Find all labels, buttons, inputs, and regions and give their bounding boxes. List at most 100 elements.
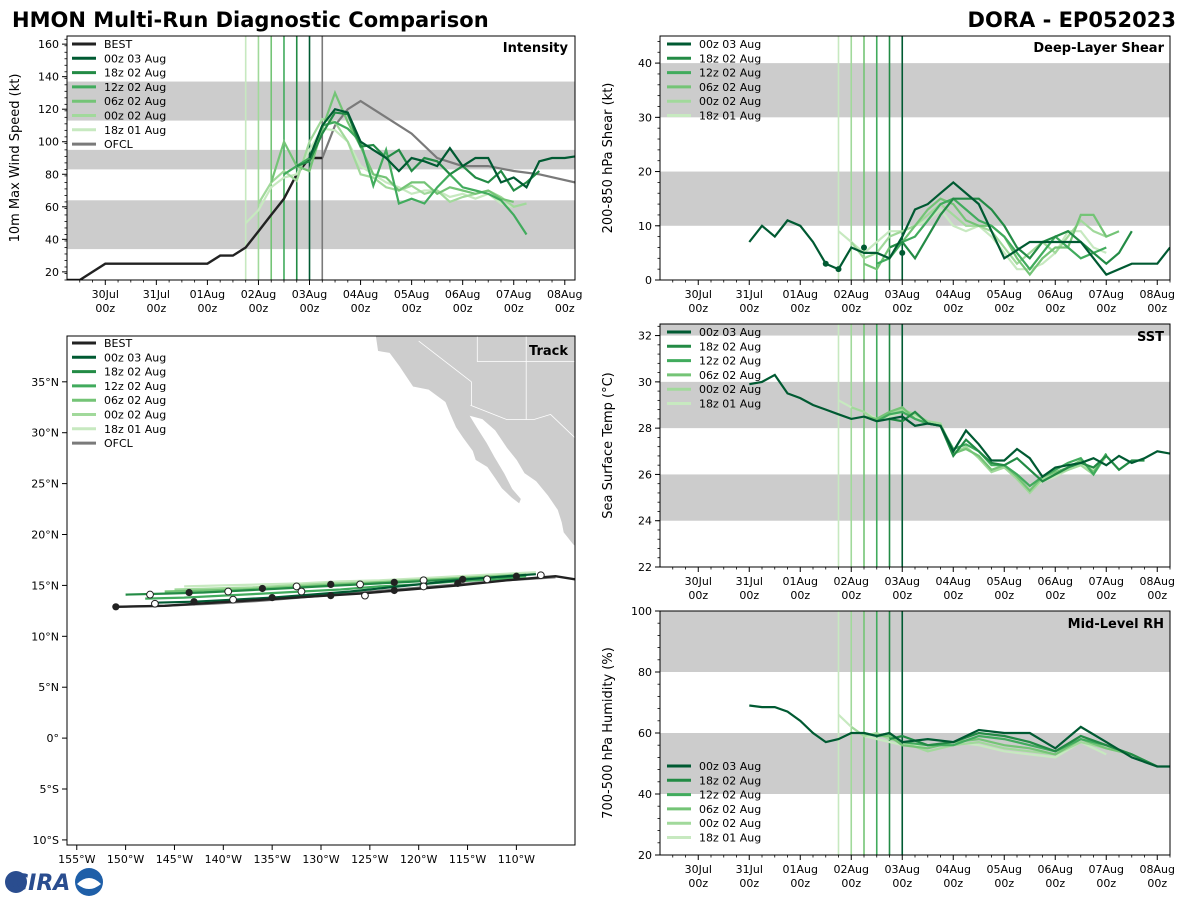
shear-ytick-label: 20: [638, 166, 652, 179]
shear-xtick-hour: 00z: [790, 302, 810, 315]
intensity-xtick-hour: 00z: [146, 302, 166, 315]
rh-xtick-day: 31Jul: [736, 863, 763, 876]
sst-xtick-day: 31Jul: [736, 575, 763, 588]
sst-xtick-day: 02Aug: [834, 575, 869, 588]
sst-xtick-day: 05Aug: [987, 575, 1022, 588]
shear-xtick-day: 30Jul: [685, 288, 712, 301]
intensity-xtick-hour: 00z: [402, 302, 422, 315]
sst-panel-title: SST: [1137, 330, 1164, 345]
track-ytick-label: 25°N: [31, 478, 59, 491]
rh-xtick-hour: 00z: [841, 877, 861, 890]
shear-threshold-band: [660, 171, 1170, 226]
track-panel-title: Track: [529, 344, 568, 359]
sst-xtick-hour: 00z: [1045, 589, 1065, 602]
state-border: [418, 340, 472, 383]
shear-threshold-band: [660, 63, 1170, 118]
shear-xtick-day: 02Aug: [834, 288, 869, 301]
rh-panel: 2040608010030Jul00z31Jul00z01Aug00z02Aug…: [601, 605, 1175, 890]
shear-ytick-label: 10: [638, 220, 652, 233]
sst-xtick-hour: 00z: [841, 589, 861, 602]
track-marker-open: [146, 590, 154, 599]
track-marker-open: [229, 595, 237, 604]
intensity-xtick-hour: 00z: [198, 302, 218, 315]
intensity-ylabel: 10m Max Wind Speed (kt): [8, 74, 23, 243]
intensity-xtick-day: 05Aug: [394, 288, 429, 301]
shear-xtick-hour: 00z: [1096, 302, 1116, 315]
track-marker-filled: [268, 594, 276, 602]
track-ytick-label: 10°N: [31, 630, 59, 643]
shear-xtick-day: 03Aug: [885, 288, 920, 301]
track-legend-label: 00z 02 Aug: [104, 409, 166, 422]
sst-threshold-band: [660, 474, 1170, 521]
track-xtick-label: 130°W: [302, 853, 339, 866]
rh-ytick-label: 80: [638, 666, 652, 679]
sst-xtick-hour: 00z: [994, 589, 1014, 602]
shear-xtick-hour: 00z: [739, 302, 759, 315]
intensity-ytick-label: 160: [38, 38, 59, 51]
shear-xtick-day: 08Aug: [1140, 288, 1175, 301]
intensity-xtick-day: 08Aug: [547, 288, 582, 301]
track-ytick-label: 30°N: [31, 427, 59, 440]
sst-threshold-band: [660, 381, 1170, 429]
intensity-panel-title: Intensity: [503, 41, 569, 56]
rh-legend-label: 18z 02 Aug: [699, 774, 761, 787]
sst-xtick-hour: 00z: [943, 589, 963, 602]
rh-xtick-hour: 00z: [994, 877, 1014, 890]
shear-xtick-hour: 00z: [943, 302, 963, 315]
intensity-xtick-hour: 00z: [300, 302, 320, 315]
track-xtick-label: 125°W: [351, 853, 388, 866]
sst-series-group: [749, 373, 1170, 495]
intensity-legend-label: 00z 03 Aug: [104, 52, 166, 65]
sst-xtick-day: 03Aug: [885, 575, 920, 588]
track-marker-open: [361, 591, 369, 600]
shear-panel-title: Deep-Layer Shear: [1033, 41, 1164, 56]
shear-series-line: [748, 180, 1170, 276]
track-xtick-label: 120°W: [400, 853, 437, 866]
rh-ytick-label: 100: [631, 605, 652, 618]
sst-ytick-label: 24: [638, 515, 652, 528]
sst-xtick-hour: 00z: [1147, 589, 1167, 602]
shear-xtick-hour: 00z: [1045, 302, 1065, 315]
sst-legend-label: 18z 01 Aug: [699, 398, 761, 411]
intensity-axes-frame: [66, 35, 576, 281]
shear-legend-label: 00z 02 Aug: [699, 95, 761, 108]
shear-ytick-label: 30: [638, 111, 652, 124]
rh-xtick-day: 01Aug: [783, 863, 818, 876]
sst-panel: 22242628303230Jul00z31Jul00z01Aug00z02Au…: [601, 323, 1175, 602]
intensity-series-line: [283, 121, 528, 236]
rh-legend-label: 00z 03 Aug: [699, 760, 761, 773]
track-marker-open: [419, 582, 428, 591]
track-marker-filled: [112, 603, 120, 611]
track-panel: 10°S 5°S 0° 5°N 10°N 15°N 20°N 25°N 30°N 35°N 155°…: [31, 335, 576, 866]
sst-ylabel: Sea Surface Temp (°C): [601, 372, 616, 519]
track-xtick-label: 115°W: [449, 853, 486, 866]
rh-xtick-hour: 00z: [943, 877, 963, 890]
track-marker-filled: [185, 588, 193, 597]
rh-ylabel: 700-500 hPa Humidity (%): [601, 647, 616, 819]
shear-legend-label: 06z 02 Aug: [699, 81, 761, 94]
shear-xtick-day: 01Aug: [783, 288, 818, 301]
intensity-xtick-day: 07Aug: [496, 288, 531, 301]
track-ytick-label: 10°S: [33, 834, 59, 847]
track-legend-label: 00z 03 Aug: [104, 351, 166, 364]
intensity-xtick-day: 31Jul: [143, 288, 170, 301]
sst-legend-label: 06z 02 Aug: [699, 369, 761, 382]
shear-series-line: [876, 197, 1107, 271]
rh-xtick-hour: 00z: [1147, 877, 1167, 890]
track-marker-open: [292, 582, 301, 591]
track-marker-open: [483, 575, 491, 584]
sst-xtick-hour: 00z: [892, 589, 912, 602]
sst-legend-label: 00z 03 Aug: [699, 326, 761, 339]
rh-xtick-hour: 00z: [892, 877, 912, 890]
rh-xtick-hour: 00z: [739, 877, 759, 890]
land-mass: [375, 336, 575, 548]
rh-ytick-label: 20: [638, 849, 652, 862]
intensity-threshold-band: [67, 200, 575, 250]
sst-legend-label: 12z 02 Aug: [699, 355, 761, 368]
track-ytick-label: 15°N: [31, 579, 59, 592]
intensity-ytick-label: 60: [45, 201, 59, 214]
rh-series-line: [749, 704, 1170, 768]
intensity-legend-label: 12z 02 Aug: [104, 81, 166, 94]
